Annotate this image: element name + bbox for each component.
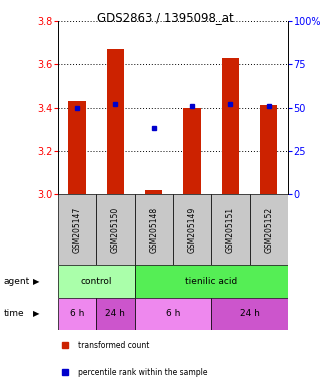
Bar bbox=[58, 265, 135, 298]
Text: GSM205152: GSM205152 bbox=[264, 206, 273, 253]
Bar bbox=[135, 194, 173, 265]
Text: agent: agent bbox=[3, 277, 29, 286]
Bar bbox=[58, 194, 96, 265]
Bar bbox=[135, 265, 288, 298]
Bar bbox=[211, 298, 288, 330]
Text: 24 h: 24 h bbox=[240, 310, 260, 318]
Text: 6 h: 6 h bbox=[166, 310, 180, 318]
Bar bbox=[58, 298, 96, 330]
Bar bbox=[96, 194, 135, 265]
Bar bbox=[250, 194, 288, 265]
Text: GSM205147: GSM205147 bbox=[72, 206, 82, 253]
Text: 6 h: 6 h bbox=[70, 310, 84, 318]
Bar bbox=[135, 298, 211, 330]
Text: GSM205151: GSM205151 bbox=[226, 206, 235, 253]
Text: control: control bbox=[80, 277, 112, 286]
Bar bbox=[183, 108, 201, 194]
Bar bbox=[222, 58, 239, 194]
Bar bbox=[260, 105, 277, 194]
Bar bbox=[211, 194, 250, 265]
Text: GSM205148: GSM205148 bbox=[149, 206, 158, 253]
Bar bbox=[145, 190, 163, 194]
Text: tienilic acid: tienilic acid bbox=[185, 277, 237, 286]
Text: percentile rank within the sample: percentile rank within the sample bbox=[78, 367, 207, 377]
Bar bbox=[107, 49, 124, 194]
Bar bbox=[96, 298, 135, 330]
Text: ▶: ▶ bbox=[33, 277, 40, 286]
Text: 24 h: 24 h bbox=[106, 310, 125, 318]
Text: time: time bbox=[3, 310, 24, 318]
Text: GSM205149: GSM205149 bbox=[188, 206, 197, 253]
Text: GDS2863 / 1395098_at: GDS2863 / 1395098_at bbox=[97, 11, 234, 24]
Bar bbox=[69, 101, 86, 194]
Text: transformed count: transformed count bbox=[78, 341, 149, 350]
Text: ▶: ▶ bbox=[33, 310, 40, 318]
Text: GSM205150: GSM205150 bbox=[111, 206, 120, 253]
Bar bbox=[173, 194, 211, 265]
